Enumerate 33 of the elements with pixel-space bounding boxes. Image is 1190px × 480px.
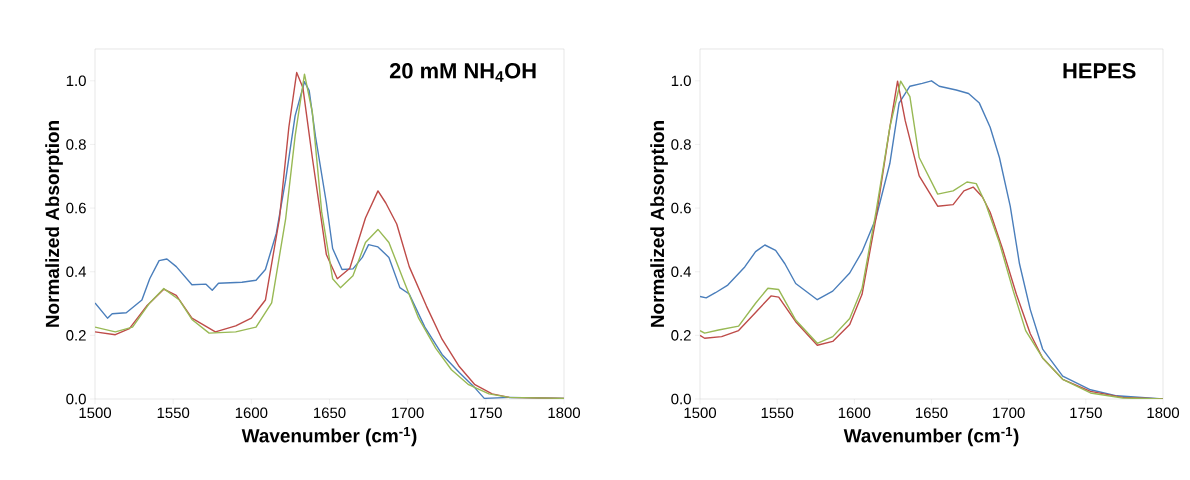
y-tick-label: 0.4 [66,266,87,278]
x-tick-label: 1800 [1147,407,1180,419]
y-tick-label: 0.4 [671,266,692,278]
x-axis-title: Wavenumber (cm$^{-1}$) [843,426,1019,447]
x-tick-label: 1800 [548,407,581,419]
x-tick-label: 1750 [470,407,502,419]
x-tick-label: 1550 [761,407,794,419]
text: 20 mM NH$_{4}$OH [389,63,536,82]
y-tick-label: 0.8 [671,139,691,150]
x-tick-label: 1750 [1070,407,1102,419]
y-tick-label: 0.0 [671,393,691,405]
y-tick-label: 0.6 [66,202,86,214]
x-tick-label: 1650 [314,407,346,419]
x-tick-label: 1650 [916,407,948,419]
x-axis-title: Wavenumber (cm$^{-1}$) [241,426,417,447]
x-tick-label: 1600 [235,407,268,419]
y-axis-title: Normalized Absorption [650,121,668,327]
x-tick-label: 1700 [993,407,1025,419]
y-tick-label: 1.0 [671,75,691,87]
x-tick-label: 1500 [684,407,717,419]
x-tick-label: 1700 [392,407,424,419]
x-tick-label: 1550 [157,407,190,419]
y-tick-label: 0.0 [66,393,86,405]
line-series [700,80,1164,399]
x-tick-label: 1600 [838,407,871,419]
y-tick-label: 0.6 [671,202,691,214]
y-tick-label: 0.2 [671,330,691,341]
x-tick-label: 1500 [79,407,112,419]
y-tick-label: 0.8 [66,139,86,150]
y-tick-label: 1.0 [66,75,86,87]
y-tick-label: 0.2 [66,330,86,341]
y-axis-title: Normalized Absorption [45,121,63,327]
chart-title: HEPES [1063,63,1136,79]
